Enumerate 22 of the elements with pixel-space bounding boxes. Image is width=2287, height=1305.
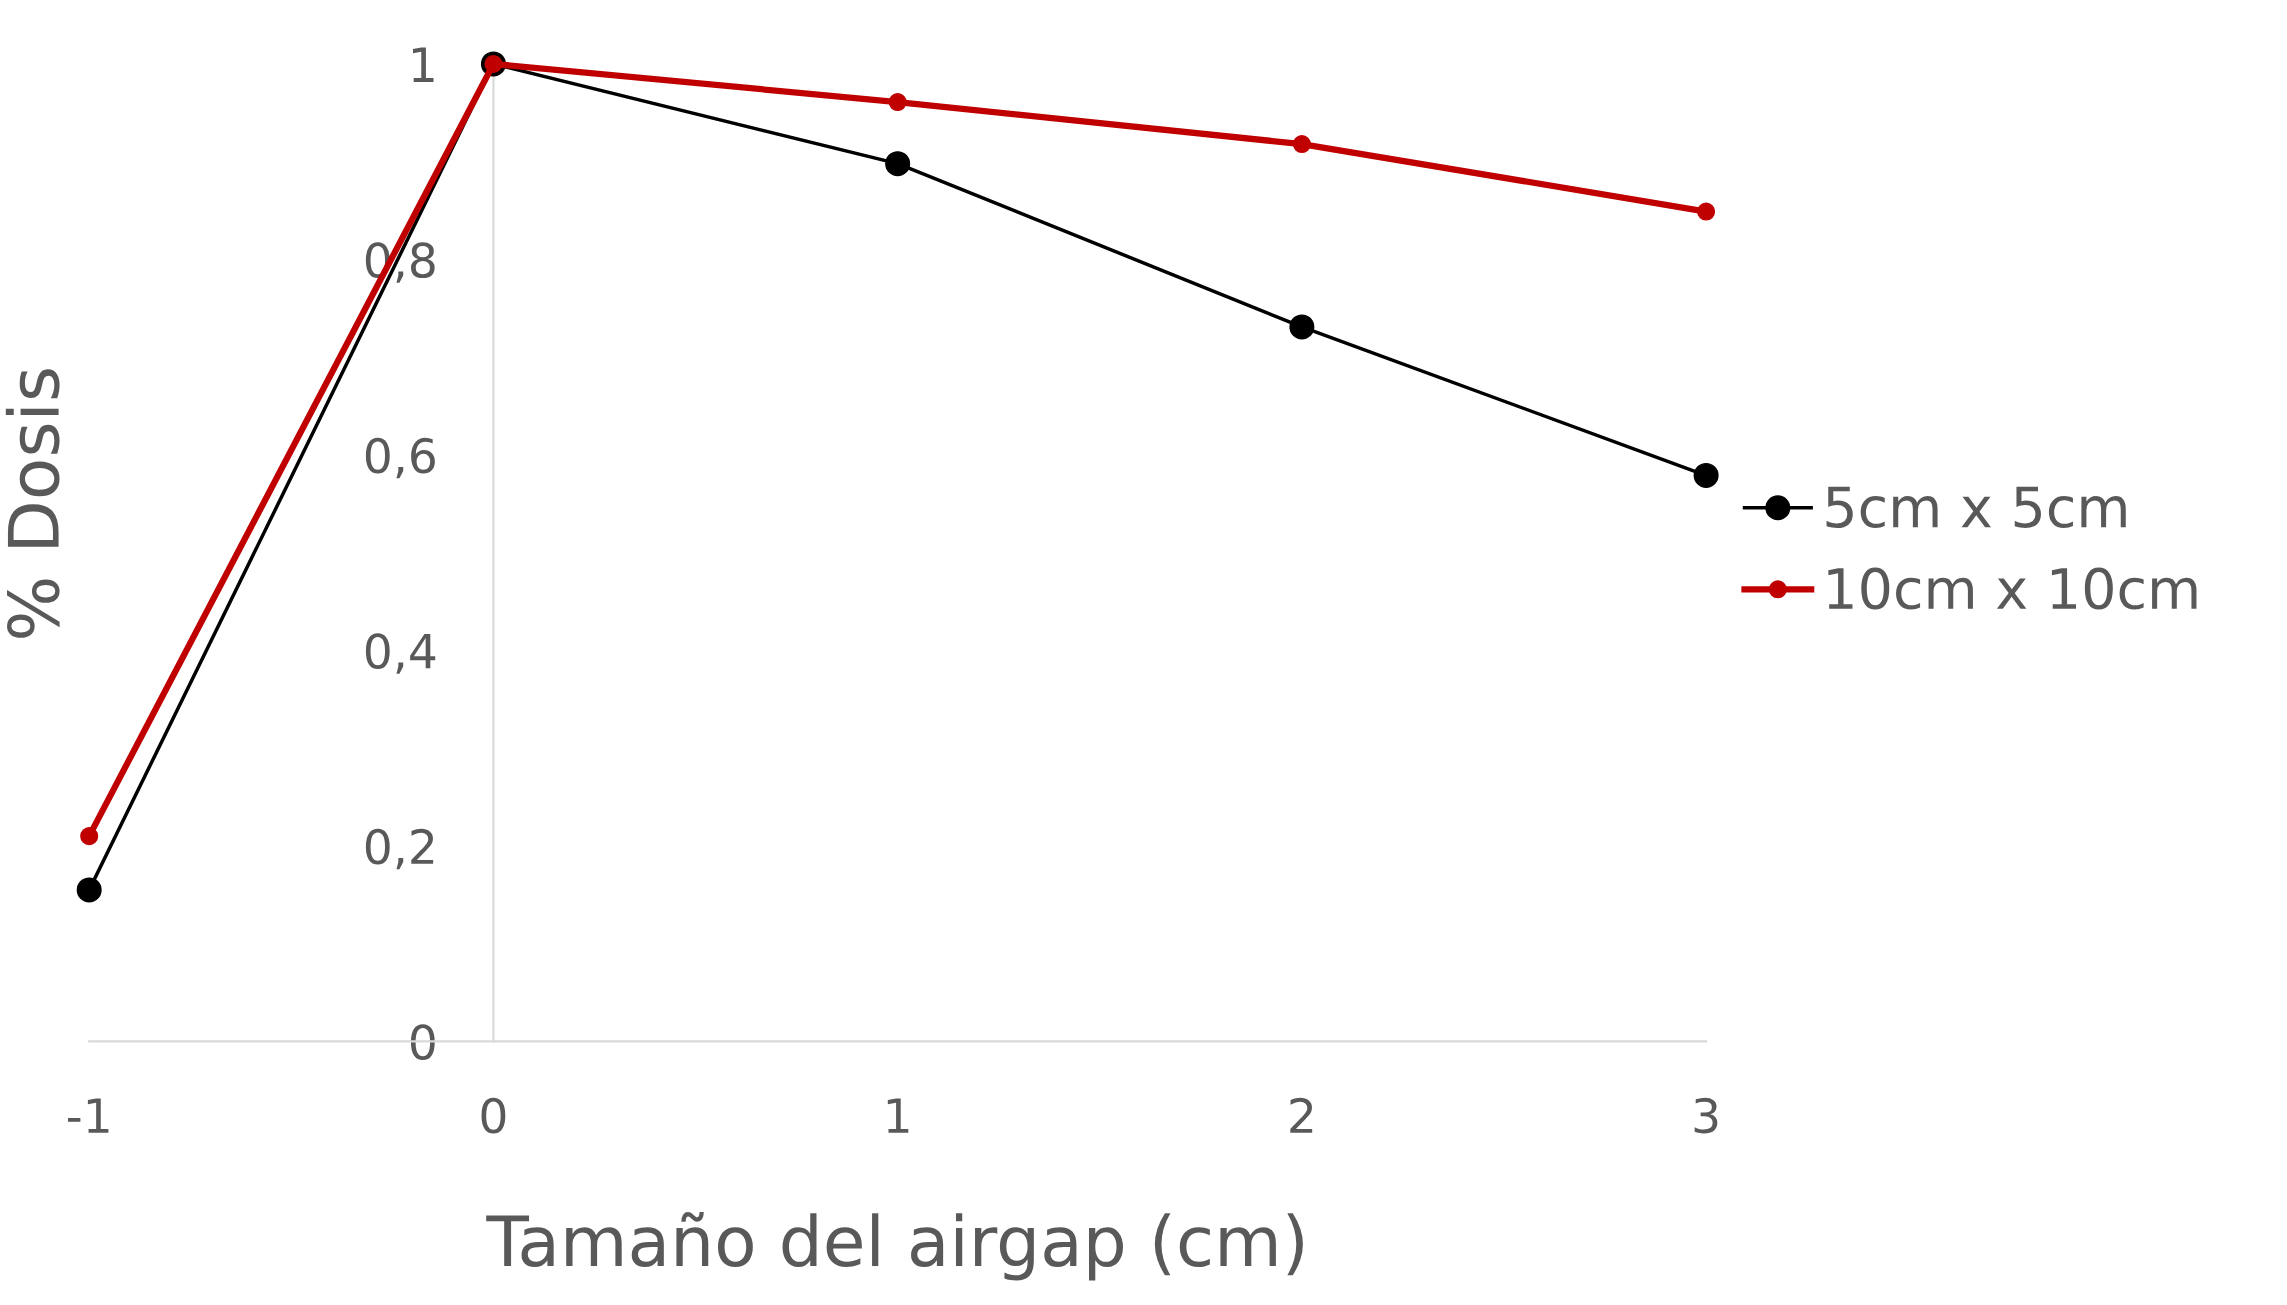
point [1693, 462, 1719, 488]
x-tick-label: -1 [67, 1098, 109, 1133]
point [1697, 202, 1716, 221]
y-tick-label: 0,4 [365, 633, 436, 674]
x-tick-label: 3 [1694, 1097, 1718, 1134]
y-tick-label: 0,6 [365, 437, 435, 479]
x-axis-title: Tamaño del airgap (cm) [486, 1212, 1303, 1281]
legend-label: 5cm x 5cm [1826, 486, 2126, 529]
point [1289, 314, 1315, 340]
x-tick-label: 0 [481, 1097, 506, 1134]
point [885, 151, 911, 177]
y-tick-label: 0 [410, 1024, 435, 1060]
x-tick-label: 1 [887, 1098, 909, 1133]
point [76, 877, 102, 903]
y-tick-label: 1 [413, 47, 434, 82]
point [80, 827, 99, 846]
point [1292, 135, 1311, 154]
legend-label: 10cm x 10cm [1828, 567, 2197, 610]
x-tick-label: 2 [1290, 1097, 1313, 1133]
point [888, 93, 907, 112]
y-axis-title: % Dosis [5, 369, 60, 638]
y-tick-label: 0,2 [365, 828, 434, 870]
